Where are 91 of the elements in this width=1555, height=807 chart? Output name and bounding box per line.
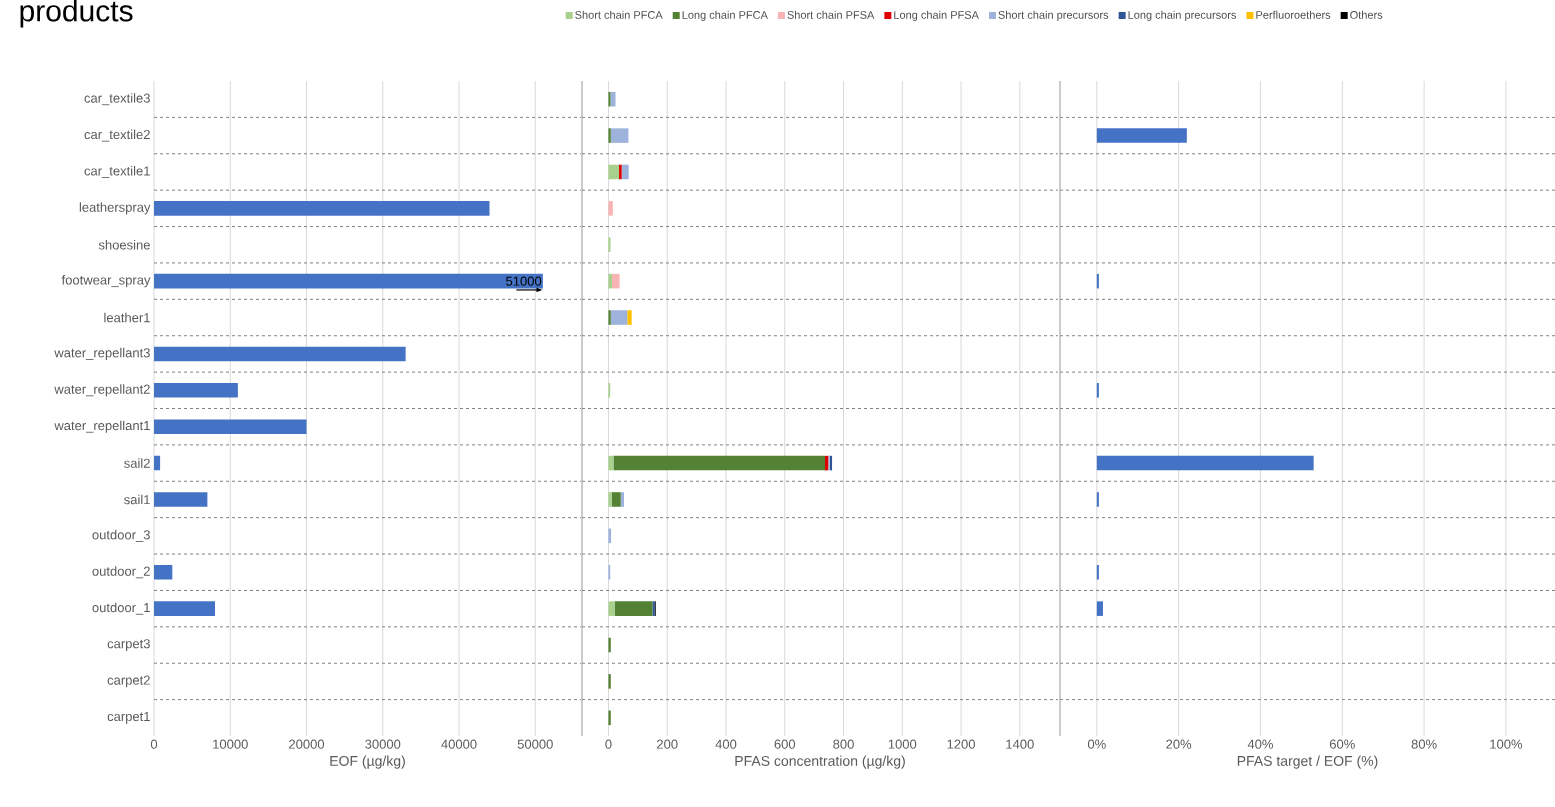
x-tick-label: 1400 (1006, 739, 1034, 749)
bar (608, 674, 611, 689)
legend-label: Perfluoroethers (1256, 10, 1331, 19)
x-tick-label: 60% (1329, 739, 1355, 749)
bar (1096, 564, 1099, 580)
x-axis-title: PFAS target / EOF (%) (1237, 755, 1378, 769)
y-tick-label: car_textile1 (84, 165, 150, 178)
bar (610, 91, 616, 107)
bar (154, 346, 406, 362)
bar (608, 164, 620, 180)
legend-label: Long chain PFCA (682, 10, 768, 21)
chart-title: products (20, 0, 133, 28)
x-tick-label: 10000 (213, 739, 248, 749)
bar (154, 383, 238, 398)
x-tick-label: 800 (833, 739, 854, 749)
y-tick-label: carpet2 (107, 675, 150, 688)
y-tick-label: leather1 (104, 312, 150, 323)
x-tick-label: 30000 (365, 739, 401, 749)
x-tick-label: 0% (1087, 739, 1106, 749)
bar (613, 455, 825, 471)
bar (608, 237, 611, 253)
y-tick-label: leatherspray (79, 202, 151, 215)
bar (608, 455, 614, 471)
y-tick-label: outdoor_2 (92, 566, 150, 579)
legend-label: Long chain PFSA (894, 10, 979, 21)
bar (1096, 492, 1099, 507)
bar (154, 419, 307, 434)
bar (627, 310, 632, 325)
bar (1096, 273, 1099, 289)
x-tick-label: 1000 (888, 739, 917, 749)
bar (154, 201, 490, 216)
bar (614, 601, 653, 616)
y-tick-label: footwear_spray (61, 275, 151, 288)
legend-label: Others (1350, 10, 1383, 19)
x-tick-label: 0 (150, 739, 158, 749)
x-axis-title: EOF (µg/kg) (330, 755, 405, 769)
legend-label: Short chain PFCA (575, 10, 663, 19)
bar (608, 128, 611, 143)
bar (608, 601, 615, 616)
bar (1096, 128, 1187, 143)
x-tick-label: 0 (605, 739, 612, 749)
bar (611, 492, 621, 507)
bar (608, 201, 613, 216)
bar (611, 273, 620, 289)
bar (610, 128, 629, 143)
bar (608, 273, 612, 289)
y-tick-label: sail2 (124, 458, 150, 468)
bar (608, 310, 611, 325)
bar (154, 564, 173, 580)
bar (1096, 383, 1099, 398)
annotation: 51000 (506, 276, 542, 286)
x-tick-label: 40000 (441, 739, 477, 749)
bar (619, 164, 622, 180)
x-tick-label: 20000 (289, 739, 325, 749)
y-tick-label: outdoor_1 (92, 602, 150, 615)
y-tick-label: outdoor_3 (92, 529, 150, 542)
x-tick-label: 20% (1166, 739, 1192, 749)
bar (154, 273, 543, 289)
y-tick-label: carpet1 (107, 711, 150, 724)
bar (608, 710, 611, 726)
x-tick-label: 40% (1247, 739, 1274, 749)
bar (154, 601, 216, 616)
y-tick-label: sail1 (124, 494, 150, 505)
legend-label: Short chain PFSA (787, 10, 875, 19)
bar (610, 310, 628, 325)
x-tick-label: 80% (1411, 739, 1437, 749)
x-tick-label: 600 (774, 739, 796, 749)
y-tick-label: water_repellant3 (54, 347, 150, 360)
bar (154, 492, 208, 507)
y-tick-label: water_repellant1 (54, 420, 150, 433)
y-tick-label: car_textile3 (84, 93, 150, 106)
y-tick-label: water_repellant2 (54, 384, 150, 397)
x-axis-title: PFAS concentration (µg/kg) (735, 755, 905, 769)
y-tick-label: shoesine (98, 239, 150, 250)
bar (608, 528, 612, 544)
y-tick-label: carpet3 (107, 639, 150, 651)
bar (1096, 601, 1103, 616)
y-tick-label: car_textile2 (84, 129, 150, 142)
bar (608, 637, 611, 653)
bar (608, 492, 612, 507)
bar (1096, 455, 1314, 471)
legend-label: Short chain precursors (998, 10, 1109, 21)
x-tick-label: 50000 (517, 739, 553, 749)
x-tick-label: 400 (715, 739, 737, 749)
x-tick-label: 200 (657, 739, 678, 749)
bar (608, 91, 611, 107)
bar (620, 492, 625, 507)
x-tick-label: 100% (1490, 739, 1523, 749)
legend-label: Long chain precursors (1128, 10, 1237, 21)
x-tick-label: 1200 (947, 739, 975, 749)
bar (621, 164, 629, 180)
